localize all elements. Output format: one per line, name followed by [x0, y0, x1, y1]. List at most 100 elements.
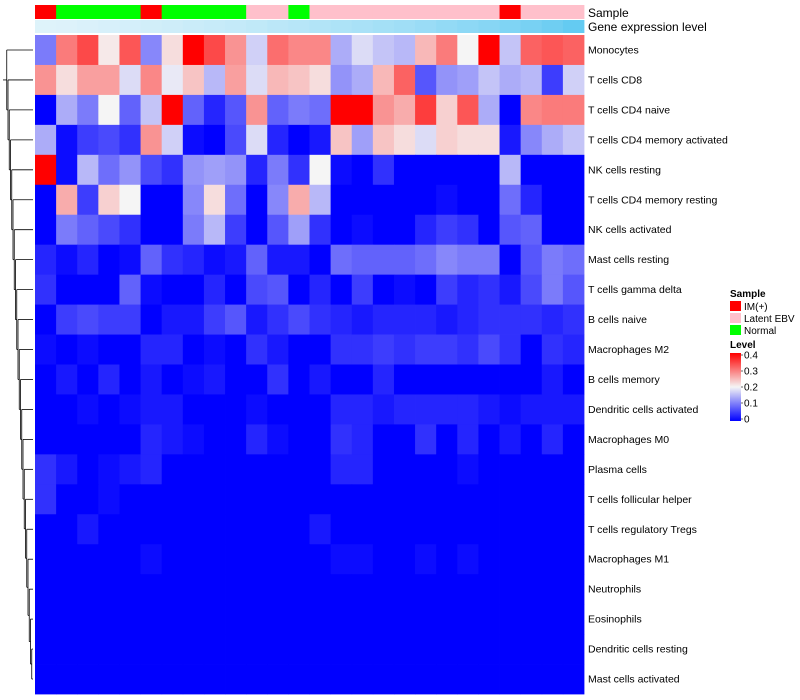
heatmap-cell [436, 64, 458, 96]
heatmap-cell [119, 244, 141, 276]
row-label: Dendritic cells resting [588, 644, 688, 656]
heatmap-cell [520, 364, 543, 395]
heatmap-cell [246, 484, 268, 515]
heatmap-cell [562, 94, 585, 126]
heatmap-cell [330, 634, 353, 665]
sample-annotation-cell [140, 5, 163, 19]
sample-annotation-bar [35, 5, 585, 19]
heatmap-cell [562, 574, 585, 605]
heatmap-cell [35, 574, 57, 605]
heatmap-cell [541, 154, 564, 186]
heatmap-cell [56, 184, 78, 216]
heatmap-cell [415, 484, 437, 515]
heatmap-cell [415, 394, 437, 425]
heatmap-cell [415, 514, 437, 545]
heatmap-cell [225, 154, 247, 186]
heatmap-cell [436, 424, 458, 455]
heatmap-cell [562, 364, 585, 395]
sample-annotation-cell [457, 5, 479, 19]
row-label: Monocytes [588, 44, 639, 56]
heatmap-cell [478, 154, 500, 186]
heatmap-cell [35, 484, 57, 515]
heatmap-cell [541, 424, 564, 455]
heatmap-cell [478, 244, 500, 276]
heatmap-cell [119, 604, 141, 635]
heatmap-cell [478, 124, 500, 156]
heatmap-cell [393, 94, 416, 126]
heatmap-cell [56, 334, 78, 365]
heatmap-cell [203, 304, 226, 335]
heatmap-cell [499, 154, 522, 186]
heatmap-cell [288, 424, 310, 455]
row-label: Mast cells resting [588, 254, 669, 266]
heatmap-cell [393, 664, 416, 695]
heatmap-cell [457, 334, 479, 365]
heatmap-cell [309, 664, 332, 695]
heatmap-cell [267, 244, 289, 276]
heatmap-cell [457, 244, 479, 276]
heatmap-cell [415, 544, 437, 575]
heatmap-cell [35, 94, 57, 126]
heatmap-cell [415, 574, 437, 605]
heatmap-cell [330, 364, 353, 395]
heatmap-cell [541, 274, 564, 305]
heatmap-cell [436, 364, 458, 395]
heatmap-cell [309, 154, 332, 186]
legend-label-normal: Normal [744, 326, 776, 337]
heatmap-cell [372, 574, 395, 605]
heatmap-cell [161, 424, 184, 455]
heatmap-cell [119, 64, 141, 96]
heatmap-cell [77, 64, 99, 96]
heatmap-cell [457, 35, 479, 66]
heatmap-cell [330, 574, 353, 605]
heatmap-cell [478, 574, 500, 605]
heatmap-cell [35, 544, 57, 575]
heatmap-cell [246, 424, 268, 455]
heatmap-cell [246, 214, 268, 246]
heatmap-cell [161, 274, 184, 305]
heatmap-cell [98, 604, 120, 635]
heatmap-cell [393, 244, 416, 276]
row-label: Dendritic cells activated [588, 404, 698, 416]
heatmap-cell [457, 484, 479, 515]
heatmap-cell [161, 154, 184, 186]
heatmap-cell [520, 184, 543, 216]
heatmap-cell [246, 634, 268, 665]
heatmap-cell [415, 664, 437, 695]
heatmap-cell [393, 394, 416, 425]
heatmap-cell [225, 334, 247, 365]
heatmap-cell [140, 64, 163, 96]
heatmap-cell [182, 244, 205, 276]
heatmap-cell [140, 424, 163, 455]
heatmap-cell [436, 544, 458, 575]
heatmap-cell [182, 664, 205, 695]
heatmap-cell [56, 514, 78, 545]
heatmap-cell [436, 664, 458, 695]
heatmap-cell [520, 604, 543, 635]
heatmap-cell [330, 334, 353, 365]
heatmap-cell [203, 634, 226, 665]
expression-annotation-cell [225, 20, 247, 33]
level-tick-label: 0.3 [744, 367, 758, 378]
heatmap-cell [415, 214, 437, 246]
heatmap-cell [225, 454, 247, 485]
expression-annotation-cell [562, 20, 585, 33]
heatmap-cell [562, 394, 585, 425]
heatmap-cell [457, 544, 479, 575]
heatmap-cell [562, 244, 585, 276]
heatmap-cell [35, 274, 57, 305]
heatmap-cell [35, 604, 57, 635]
heatmap-cell [436, 484, 458, 515]
heatmap-cell [351, 214, 374, 246]
heatmap-cell [56, 424, 78, 455]
heatmap-cell [161, 184, 184, 216]
heatmap-cell [225, 214, 247, 246]
heatmap-cell [119, 394, 141, 425]
heatmap-cell [182, 424, 205, 455]
heatmap-cell [161, 124, 184, 156]
heatmap-cell [499, 394, 522, 425]
heatmap-cell [520, 35, 543, 66]
heatmap-cell [436, 124, 458, 156]
sample-annotation-cell [393, 5, 416, 19]
heatmap-cell [330, 424, 353, 455]
